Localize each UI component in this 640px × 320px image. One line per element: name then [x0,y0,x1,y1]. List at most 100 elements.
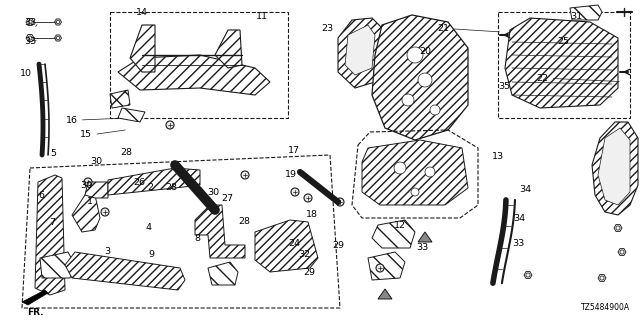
Text: 21: 21 [437,24,449,33]
Circle shape [241,171,249,179]
Polygon shape [118,108,145,122]
Circle shape [407,47,423,63]
Text: 25: 25 [557,37,569,46]
Circle shape [166,121,174,129]
Text: TZ5484900A: TZ5484900A [581,303,630,312]
Text: 22: 22 [537,74,548,83]
Text: 16: 16 [66,116,77,124]
Circle shape [616,226,620,230]
Text: 28: 28 [239,217,250,226]
Circle shape [402,94,414,106]
Text: 4: 4 [145,223,152,232]
Polygon shape [65,252,185,290]
Text: 10: 10 [20,69,31,78]
Polygon shape [215,30,242,68]
Text: 8: 8 [194,234,200,243]
Polygon shape [35,175,65,295]
Circle shape [336,198,344,206]
Text: 30: 30 [207,188,219,197]
Polygon shape [372,15,468,140]
Polygon shape [26,19,34,26]
Polygon shape [72,195,100,232]
Circle shape [600,276,604,280]
Text: 33: 33 [416,243,429,252]
Text: 7: 7 [49,218,56,227]
Text: 17: 17 [289,146,300,155]
Polygon shape [85,182,108,198]
Text: 35: 35 [499,82,510,91]
Circle shape [291,188,299,196]
Text: 5: 5 [50,149,56,158]
Text: 26: 26 [134,178,145,187]
Circle shape [411,188,419,196]
Polygon shape [255,220,318,272]
Circle shape [376,264,384,272]
Polygon shape [208,262,238,285]
Polygon shape [378,289,392,299]
Circle shape [28,36,32,40]
Polygon shape [130,25,155,72]
Polygon shape [368,252,405,280]
Text: 2: 2 [147,183,154,192]
Text: 20: 20 [420,47,431,56]
Text: 33: 33 [512,239,525,248]
Circle shape [526,273,530,277]
Text: 29: 29 [303,268,315,277]
Text: 34: 34 [514,214,525,223]
Polygon shape [338,18,385,88]
Polygon shape [118,55,270,95]
Text: 27: 27 [221,194,233,203]
Polygon shape [598,128,630,205]
Text: 11: 11 [257,12,268,20]
Text: 30: 30 [90,157,102,166]
Text: 12: 12 [394,221,406,230]
Polygon shape [418,232,432,242]
Circle shape [101,208,109,216]
Polygon shape [362,140,468,205]
Text: 28: 28 [166,183,177,192]
Text: 23: 23 [322,24,333,33]
Circle shape [84,178,92,186]
Text: 14: 14 [136,8,148,17]
Text: FR.: FR. [27,308,44,317]
Circle shape [56,36,60,40]
Polygon shape [54,19,61,25]
Polygon shape [592,122,638,215]
Circle shape [28,20,32,24]
Polygon shape [54,35,61,41]
Polygon shape [524,272,532,278]
Text: 33: 33 [24,37,37,46]
Text: 30: 30 [81,181,92,190]
Polygon shape [110,90,130,108]
Polygon shape [26,35,34,42]
Polygon shape [614,225,622,231]
Text: 29: 29 [332,241,344,250]
Text: 13: 13 [492,152,504,161]
Circle shape [418,73,432,87]
Text: 15: 15 [81,130,92,139]
Text: 33: 33 [24,18,37,27]
Text: 28: 28 [120,148,132,156]
Polygon shape [570,5,602,20]
Polygon shape [345,25,375,75]
Text: 6: 6 [38,191,45,200]
Text: 32: 32 [299,250,310,259]
Text: 19: 19 [285,170,297,179]
Circle shape [304,194,312,202]
Text: 9: 9 [148,250,154,259]
Polygon shape [22,290,48,305]
Polygon shape [40,252,75,278]
Circle shape [56,20,60,24]
Polygon shape [505,18,618,108]
Polygon shape [618,249,626,255]
Circle shape [430,105,440,115]
Circle shape [425,167,435,177]
Polygon shape [372,220,415,248]
Text: 18: 18 [307,210,318,219]
Circle shape [394,162,406,174]
Text: 31: 31 [570,12,582,20]
Text: 24: 24 [289,239,300,248]
Polygon shape [108,168,200,195]
Text: 1: 1 [86,197,93,206]
Circle shape [620,250,624,254]
